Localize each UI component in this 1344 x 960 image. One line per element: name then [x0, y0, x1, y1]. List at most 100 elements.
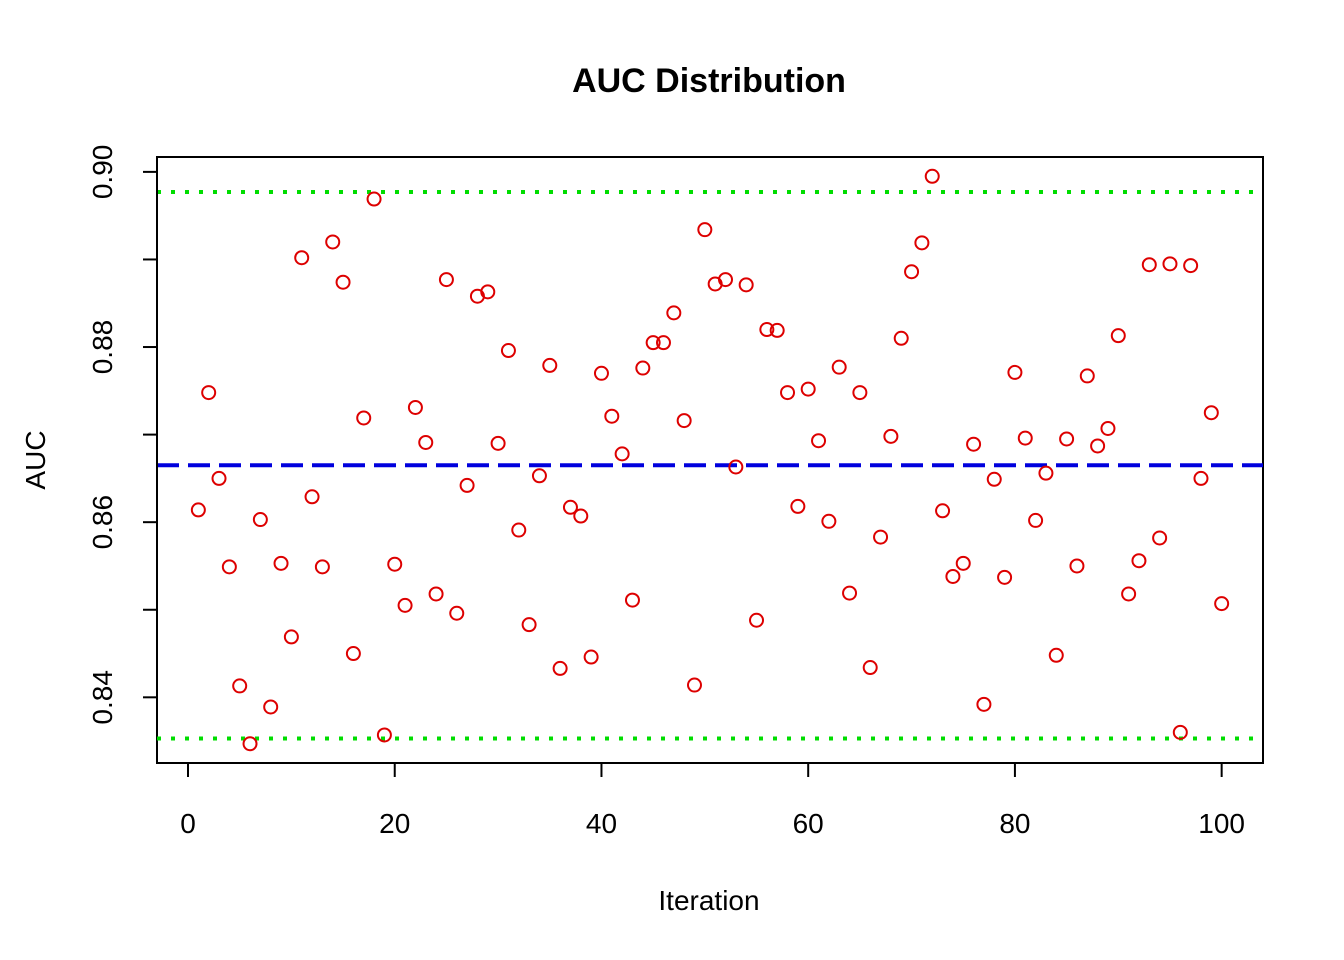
data-point [986, 471, 1002, 487]
data-point [1090, 438, 1106, 454]
data-point [531, 468, 547, 484]
chart-title: AUC Distribution [572, 62, 846, 100]
data-point [242, 736, 258, 752]
data-point [769, 322, 785, 338]
data-point [1048, 647, 1064, 663]
data-point [738, 277, 754, 293]
data-point [1131, 553, 1147, 569]
x-tick-label: 40 [586, 808, 617, 839]
data-point [552, 660, 568, 676]
x-axis: 0 20 40 60 80 100 [180, 762, 1245, 839]
data-point [490, 435, 506, 451]
data-point [325, 234, 341, 250]
data-point [604, 408, 620, 424]
data-point [686, 677, 702, 693]
data-point [718, 272, 734, 288]
data-point [1100, 420, 1116, 436]
data-point [676, 413, 692, 429]
data-point [1079, 368, 1095, 384]
data-point [1110, 328, 1126, 344]
data-point [304, 489, 320, 505]
data-point [1214, 596, 1230, 612]
data-point [1152, 530, 1168, 546]
data-point [397, 597, 413, 613]
data-point [852, 385, 868, 401]
data-point [976, 696, 992, 712]
data-point [521, 617, 537, 633]
data-point [811, 433, 827, 449]
data-point [283, 629, 299, 645]
data-point [842, 585, 858, 601]
data-point [438, 272, 454, 288]
data-point [1017, 430, 1033, 446]
data-point [562, 499, 578, 515]
y-tick-label: 0.86 [87, 495, 118, 550]
data-point [997, 569, 1013, 585]
data-point [904, 264, 920, 280]
y-tick-label: 0.88 [87, 320, 118, 375]
data-point [232, 678, 248, 694]
data-point [511, 522, 527, 538]
y-tick-label: 0.90 [87, 145, 118, 200]
reference-lines [157, 190, 1263, 741]
x-tick-label: 20 [379, 808, 410, 839]
data-points [190, 168, 1230, 752]
data-point [190, 502, 206, 518]
data-point [873, 529, 889, 545]
data-point [831, 359, 847, 375]
x-tick-label: 0 [180, 808, 196, 839]
data-point [645, 335, 661, 351]
data-point [1193, 470, 1209, 486]
data-point [945, 568, 961, 584]
data-point [821, 513, 837, 529]
data-point [893, 330, 909, 346]
data-point [914, 235, 930, 251]
data-point [883, 428, 899, 444]
data-point [1141, 257, 1157, 273]
data-point [201, 385, 217, 401]
data-point [655, 335, 671, 351]
data-point [366, 191, 382, 207]
data-point [1183, 258, 1199, 274]
data-point [728, 459, 744, 475]
x-tick-label: 80 [999, 808, 1030, 839]
data-point [252, 512, 268, 528]
data-point [480, 284, 496, 300]
x-tick-label: 100 [1198, 808, 1245, 839]
data-point [935, 503, 951, 519]
data-point [697, 222, 713, 238]
plot-frame [156, 156, 1264, 764]
data-point [759, 322, 775, 338]
y-axis-label: AUC [20, 430, 51, 489]
data-point [790, 498, 806, 514]
y-tick-label: 0.84 [87, 670, 118, 725]
data-point [624, 592, 640, 608]
data-point [635, 360, 651, 376]
data-point [955, 555, 971, 571]
data-point [500, 343, 516, 359]
data-point [593, 365, 609, 381]
data-point [614, 446, 630, 462]
data-point [1038, 465, 1054, 481]
data-point [780, 385, 796, 401]
x-axis-label: Iteration [658, 885, 759, 916]
data-point [407, 399, 423, 415]
x-tick-label: 60 [793, 808, 824, 839]
data-point [862, 660, 878, 676]
data-point [335, 274, 351, 290]
data-point [800, 381, 816, 397]
data-point [749, 612, 765, 628]
data-point [294, 250, 310, 266]
data-point [573, 508, 589, 524]
data-point [1203, 405, 1219, 421]
data-point [387, 556, 403, 572]
data-point [428, 586, 444, 602]
data-point [1121, 586, 1137, 602]
data-point [376, 727, 392, 743]
data-point [1007, 364, 1023, 380]
data-point [314, 559, 330, 575]
data-point [418, 434, 434, 450]
y-axis: 0.84 0.86 0.88 0.90 [87, 145, 158, 725]
